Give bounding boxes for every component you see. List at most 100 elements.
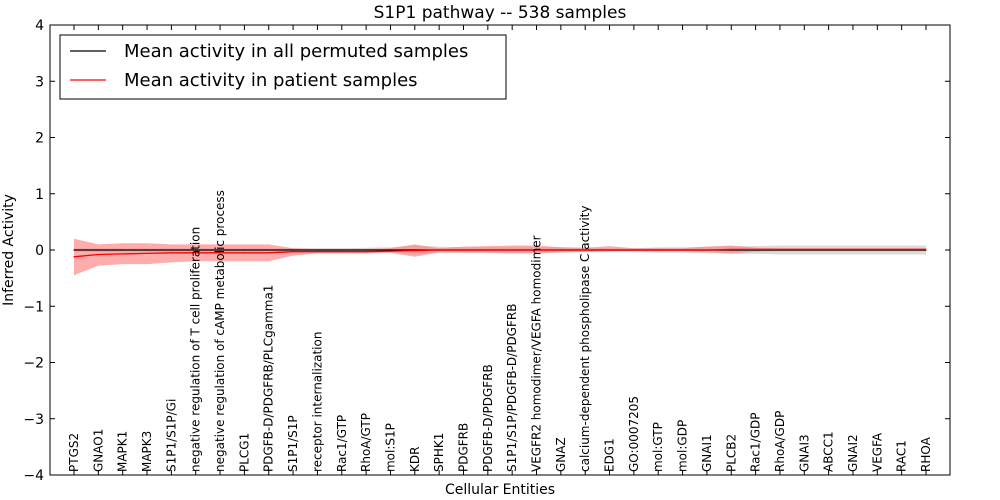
x-category-label: S1P1/S1P/PDGFB-D/PDGFRB xyxy=(505,304,519,472)
point-series-0 xyxy=(170,249,172,251)
y-tick-label: −3 xyxy=(23,412,44,428)
x-category-label: GNAI1 xyxy=(700,434,714,472)
x-category-label: RhoA/GTP xyxy=(359,413,373,472)
x-category-label: EDG1 xyxy=(603,438,617,472)
y-tick-label: −1 xyxy=(23,299,44,315)
x-category-label: Rac1/GDP xyxy=(749,413,763,472)
point-series-0 xyxy=(73,249,75,251)
point-series-1 xyxy=(195,252,197,254)
x-category-label: mol:GTP xyxy=(651,422,665,472)
legend-box xyxy=(59,34,507,100)
point-series-0 xyxy=(219,249,221,251)
x-category-label: MAPK1 xyxy=(116,431,130,472)
point-series-0 xyxy=(341,249,343,251)
point-series-0 xyxy=(365,249,367,251)
point-series-1 xyxy=(414,249,416,252)
series-lines xyxy=(73,248,927,258)
y-tick-label: 2 xyxy=(35,131,44,147)
y-tick-label: 3 xyxy=(35,74,44,90)
point-series-1 xyxy=(365,251,367,253)
point-series-1 xyxy=(389,250,392,252)
point-series-1 xyxy=(487,249,489,251)
point-series-1 xyxy=(608,249,611,251)
y-tick-label: 0 xyxy=(35,243,44,259)
point-series-0 xyxy=(195,249,197,251)
x-category-label: KDR xyxy=(408,447,422,472)
x-category-label: GNAZ xyxy=(554,437,568,472)
y-axis: −4 −3 −2 −1 0 1 2 3 4 xyxy=(23,18,950,484)
point-series-1 xyxy=(901,248,903,251)
point-series-1 xyxy=(511,249,513,251)
x-category-label: VEGFA xyxy=(870,432,884,472)
x-category-label: PDGFB-D/PDGFRB/PLCgamma1 xyxy=(262,285,276,472)
point-series-0 xyxy=(97,249,99,251)
x-category-label: calcium-dependent phospholipase C activi… xyxy=(578,206,592,472)
x-category-label: negative regulation of cAMP metabolic pr… xyxy=(213,190,227,472)
point-series-0 xyxy=(316,249,319,251)
y-tick-label: −2 xyxy=(23,356,44,372)
point-series-1 xyxy=(219,252,221,254)
x-category-label: PDGFRB xyxy=(456,423,470,472)
x-category-label: PDGFB-D/PDGFRB xyxy=(481,364,495,472)
x-category-label: RAC1 xyxy=(895,440,909,472)
x-category-label: PLCG1 xyxy=(237,433,251,472)
point-series-1 xyxy=(341,251,343,253)
x-axis-label: Cellular Entities xyxy=(445,482,555,498)
point-series-1 xyxy=(633,249,635,251)
x-category-label: SPHK1 xyxy=(432,433,446,472)
x-category-label: GNAI2 xyxy=(846,434,860,472)
point-series-1 xyxy=(243,252,245,254)
point-series-1 xyxy=(122,253,124,255)
x-category-label: RHOA xyxy=(919,436,933,472)
chart-title: S1P1 pathway -- 538 samples xyxy=(374,3,627,23)
point-series-1 xyxy=(560,249,562,251)
x-category-label: RhoA/GDP xyxy=(773,411,787,472)
x-category-label: mol:S1P xyxy=(383,423,397,472)
line-series-1 xyxy=(73,248,926,258)
point-series-1 xyxy=(73,256,75,258)
point-series-1 xyxy=(462,249,465,251)
x-category-label: ABCC1 xyxy=(822,431,836,472)
point-series-0 xyxy=(122,249,124,251)
x-category-label: receptor internalization xyxy=(310,332,324,472)
point-series-1 xyxy=(268,252,270,254)
legend-label-patient: Mean activity in patient samples xyxy=(124,70,418,91)
x-axis: PTGS2 GNAO1 MAPK1 MAPK3 S1P1/S1P/Gi negative … xyxy=(67,25,933,475)
x-category-label: VEGFR2 homodimer/VEGFA homodimer xyxy=(530,235,544,472)
y-axis-label: Inferred Activity xyxy=(1,194,17,306)
point-series-1 xyxy=(97,253,99,256)
point-series-1 xyxy=(584,249,586,251)
point-series-1 xyxy=(803,248,805,251)
x-category-label: PTGS2 xyxy=(67,433,81,472)
point-series-1 xyxy=(657,249,659,251)
point-series-1 xyxy=(925,248,927,251)
x-category-label: negative regulation of T cell proliferat… xyxy=(189,227,203,472)
y-tick-label: 1 xyxy=(35,187,44,203)
legend: Mean activity in all permuted samples Me… xyxy=(59,34,507,100)
band-series-1 xyxy=(74,238,926,276)
point-series-1 xyxy=(438,249,440,251)
point-series-0 xyxy=(389,249,392,251)
point-series-1 xyxy=(779,248,781,251)
x-category-label: PLCB2 xyxy=(724,434,738,472)
point-series-0 xyxy=(243,249,245,251)
x-category-label: MAPK3 xyxy=(140,431,154,472)
x-category-label: GO:0007205 xyxy=(627,396,641,472)
x-category-label: mol:GDP xyxy=(676,420,690,472)
point-series-1 xyxy=(681,249,684,251)
x-category-label: GNAI3 xyxy=(797,434,811,472)
x-category-label: S1P1/S1P xyxy=(286,415,300,472)
point-series-0 xyxy=(292,249,294,251)
x-category-label: Rac1/GTP xyxy=(335,415,349,472)
x-category-label: GNAO1 xyxy=(91,429,105,472)
point-series-1 xyxy=(730,248,732,251)
point-series-1 xyxy=(535,249,538,251)
y-tick-label: 4 xyxy=(35,18,44,34)
point-series-1 xyxy=(706,249,708,251)
legend-label-permuted: Mean activity in all permuted samples xyxy=(124,41,468,62)
point-series-1 xyxy=(876,248,878,251)
point-series-1 xyxy=(852,248,854,251)
point-series-1 xyxy=(828,248,830,251)
x-category-label: S1P1/S1P/Gi xyxy=(164,399,178,472)
point-series-1 xyxy=(316,251,319,253)
